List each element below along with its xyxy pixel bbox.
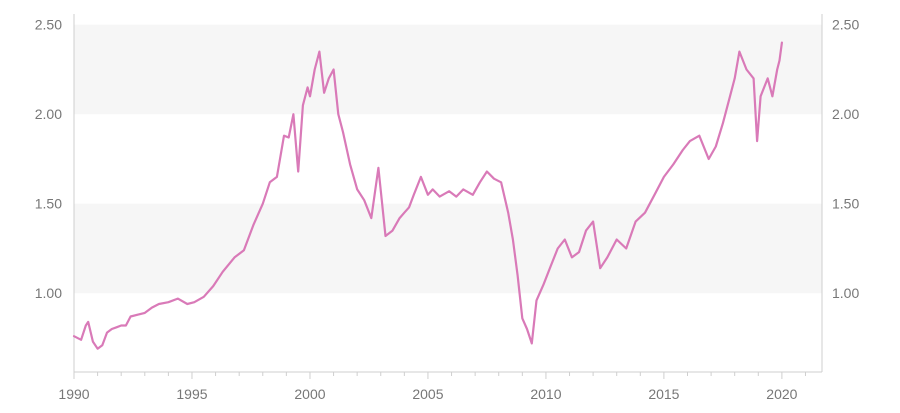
- y-tick-label-right: 1.00: [832, 285, 859, 301]
- grid-band: [74, 24, 822, 115]
- y-axis-ticks-left: 1.00 1.50 2.00 2.50: [35, 17, 62, 301]
- grid-band: [74, 203, 822, 294]
- x-tick-label: 1990: [58, 386, 89, 402]
- x-tick-label: 2010: [530, 386, 561, 402]
- series-line: [72, 41, 784, 350]
- grid-bands: [74, 24, 822, 294]
- x-tick-label: 2000: [294, 386, 325, 402]
- x-tick-label: 2020: [766, 386, 797, 402]
- y-tick-label-right: 1.50: [832, 196, 859, 212]
- y-tick-label-left: 2.00: [35, 106, 62, 122]
- x-tick-label: 2005: [412, 386, 443, 402]
- y-axis-ticks-right: 1.00 1.50 2.00 2.50: [832, 17, 859, 301]
- chart-axes: [73, 14, 823, 373]
- y-tick-label-left: 1.50: [35, 196, 62, 212]
- y-tick-label-left: 1.00: [35, 285, 62, 301]
- y-tick-label-left: 2.50: [35, 17, 62, 33]
- y-tick-label-right: 2.00: [832, 106, 859, 122]
- x-axis-ticks: 1990 1995 2000 2005 2010 2015 2020: [58, 372, 806, 402]
- series-group: [72, 41, 784, 350]
- x-tick-label: 1995: [176, 386, 207, 402]
- y-tick-label-right: 2.50: [832, 17, 859, 33]
- x-tick-label: 2015: [648, 386, 679, 402]
